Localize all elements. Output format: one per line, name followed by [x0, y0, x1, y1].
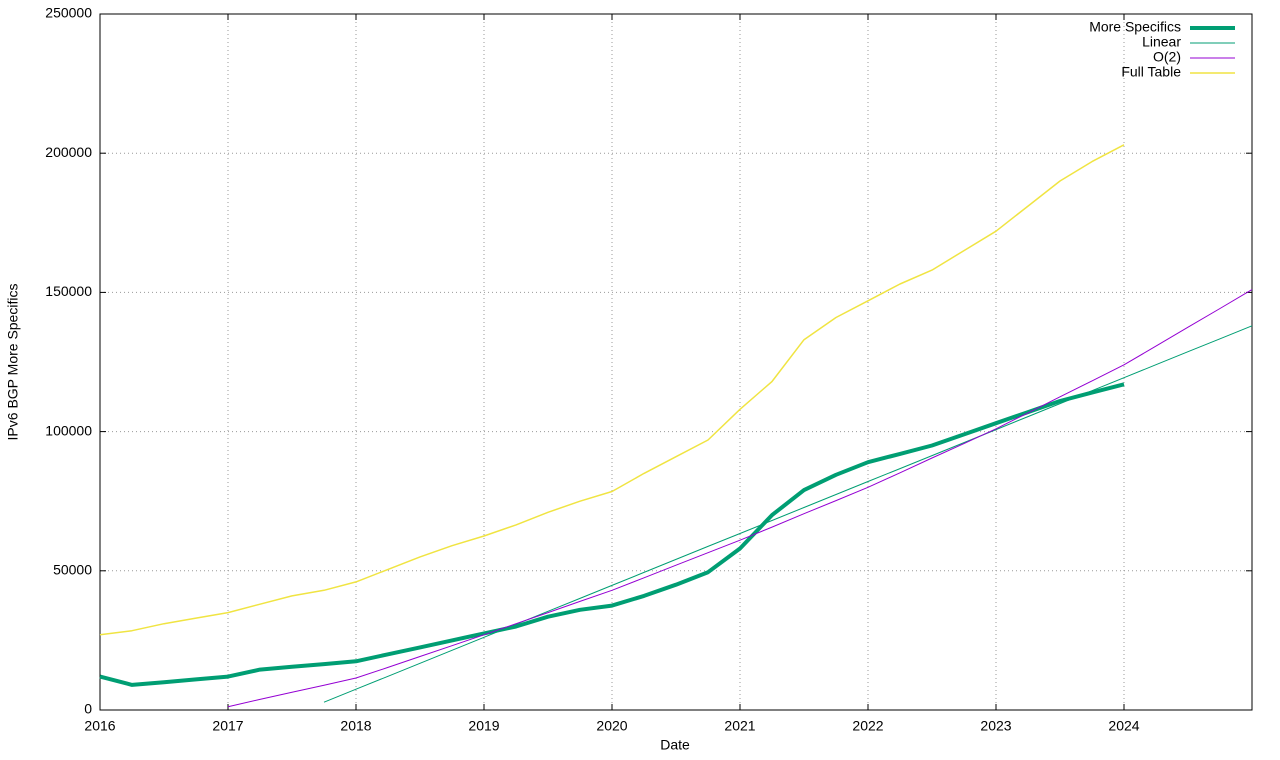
series-line: [323, 325, 1253, 703]
series-line: [99, 144, 1125, 636]
y-tick-label: 100000: [45, 422, 92, 438]
x-tick-label: 2020: [596, 718, 627, 734]
y-tick-label: 200000: [45, 144, 92, 160]
x-axis-label: Date: [660, 737, 690, 753]
x-tick-label: 2024: [1108, 718, 1139, 734]
x-tick-label: 2018: [340, 718, 371, 734]
legend-label: More Specifics: [1089, 19, 1181, 35]
y-tick-label: 0: [84, 701, 92, 717]
x-tick-label: 2023: [980, 718, 1011, 734]
legend-label: O(2): [1153, 49, 1181, 65]
x-tick-label: 2016: [84, 718, 115, 734]
plot-frame: [99, 13, 1253, 711]
legend-label: Full Table: [1121, 64, 1181, 80]
x-tick-label: 2017: [212, 718, 243, 734]
series-line: [99, 382, 1125, 687]
y-tick-label: 150000: [45, 283, 92, 299]
x-tick-label: 2019: [468, 718, 499, 734]
y-tick-label: 250000: [45, 5, 92, 21]
legend-label: Linear: [1142, 34, 1181, 50]
y-axis-label: IPv6 BGP More Specifics: [5, 284, 21, 441]
y-tick-label: 50000: [53, 562, 92, 578]
x-tick-label: 2021: [724, 718, 755, 734]
series-line: [227, 289, 1253, 708]
x-tick-label: 2022: [852, 718, 883, 734]
